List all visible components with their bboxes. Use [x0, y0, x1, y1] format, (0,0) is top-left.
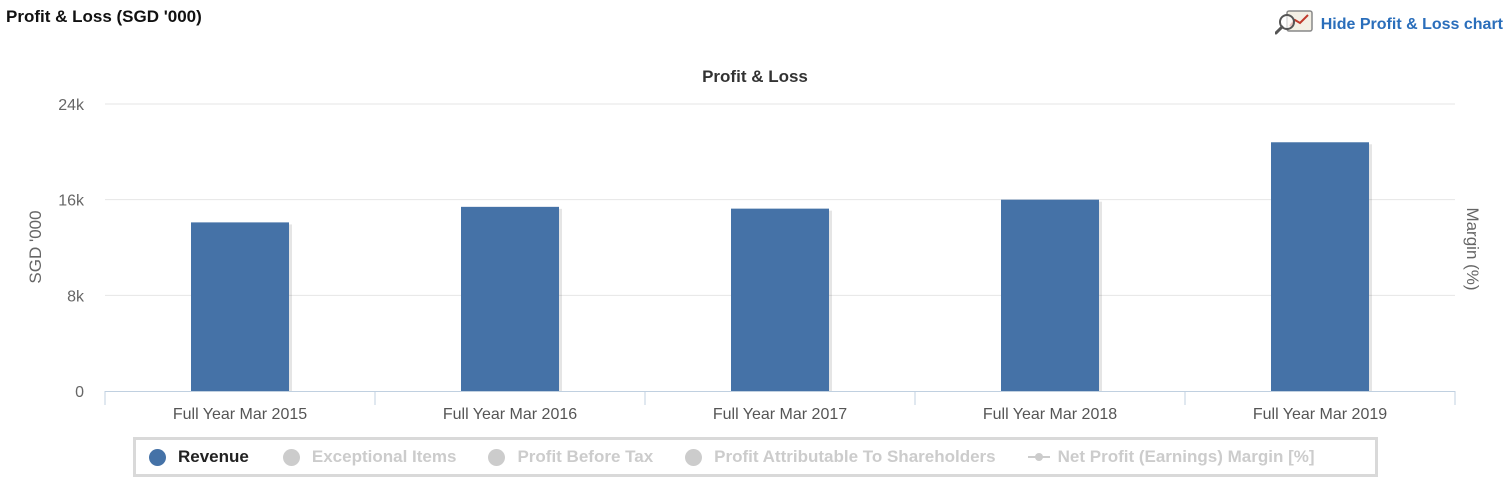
legend-item-profit-attributable-to-shareholders[interactable]: Profit Attributable To Shareholders — [685, 447, 996, 467]
x-tick-label: Full Year Mar 2018 — [983, 406, 1117, 423]
y-tick-label: 8k — [67, 288, 85, 305]
x-axis: Full Year Mar 2015 Full Year Mar 2016 Full… — [104, 391, 1456, 423]
bar-revenue[interactable] — [731, 208, 829, 391]
hide-chart-link[interactable]: Hide Profit & Loss chart — [1274, 8, 1503, 41]
hide-chart-label: Hide Profit & Loss chart — [1320, 15, 1503, 33]
y-axis-title: SGD '000 — [26, 210, 45, 283]
legend-label: Exceptional Items — [311, 447, 457, 466]
y2-axis-title: Margin (%) — [1463, 207, 1482, 290]
bar-revenue[interactable] — [1271, 142, 1369, 391]
legend-label: Net Profit (Earnings) Margin [%] — [1057, 447, 1315, 466]
legend-item-profit-before-tax[interactable]: Profit Before Tax — [488, 447, 653, 467]
legend-label: Profit Before Tax — [517, 447, 654, 466]
legend-label: Revenue — [178, 447, 249, 466]
x-tick-label: Full Year Mar 2017 — [713, 406, 847, 423]
legend-item-revenue[interactable]: Revenue — [149, 447, 249, 467]
chart-canvas: Profit & Loss Full Year Mar 2015 Full Yea… — [26, 67, 1482, 423]
legend-dot-icon — [149, 448, 166, 466]
x-tick-label: Full Year Mar 2019 — [1253, 406, 1387, 423]
bar-revenue[interactable] — [461, 206, 559, 391]
x-tick-label: Full Year Mar 2016 — [443, 406, 577, 423]
legend-label: Profit Attributable To Shareholders — [714, 447, 996, 466]
y-tick-label: 16k — [58, 193, 85, 210]
legend-item-net-profit-earnings-margin[interactable]: Net Profit (Earnings) Margin [%] — [1027, 447, 1315, 467]
pnl-chart: Profit & Loss Full Year Mar 2015 Full Yea… — [0, 44, 1511, 490]
y-axis: 0 8k 16k 24k — [58, 97, 85, 401]
bar-series — [191, 142, 1372, 391]
legend-dot-icon — [685, 448, 703, 466]
chart-legend: Revenue Exceptional Items Profit Before Ta… — [133, 437, 1378, 477]
y-tick-label: 0 — [75, 384, 84, 401]
legend-dot-icon — [282, 448, 300, 466]
legend-item-exceptional-items[interactable]: Exceptional Items — [282, 447, 457, 467]
section-title: Profit & Loss (SGD '000) — [6, 7, 202, 26]
line-marker-icon — [1027, 453, 1050, 461]
x-tick-label: Full Year Mar 2015 — [173, 406, 307, 423]
magnifier-chart-icon — [1274, 8, 1315, 41]
legend-dot-icon — [488, 448, 506, 466]
chart-title: Profit & Loss — [702, 67, 808, 86]
bar-revenue[interactable] — [191, 222, 289, 391]
bar-revenue[interactable] — [1001, 199, 1099, 391]
y-tick-label: 24k — [58, 97, 85, 114]
